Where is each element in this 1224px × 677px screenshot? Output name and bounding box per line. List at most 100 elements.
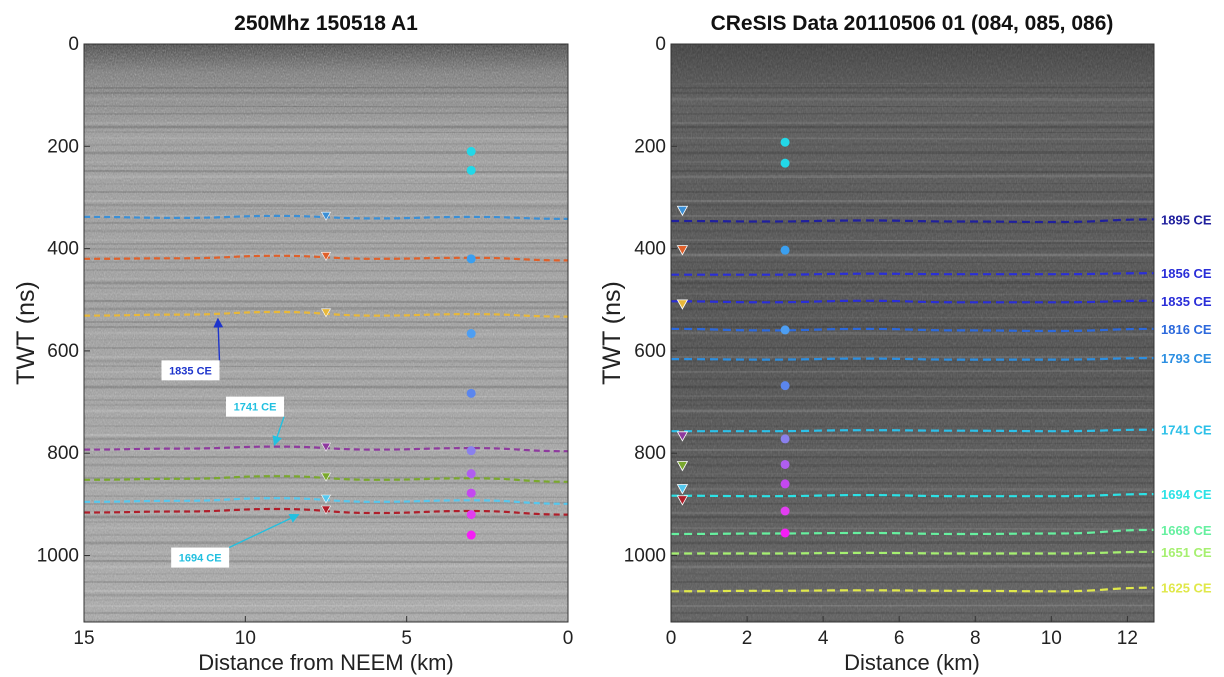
layer-stripe: [84, 346, 568, 349]
layer-stripe: [671, 169, 1154, 174]
horizon-line: [671, 493, 1154, 498]
layer-stripe: [671, 280, 1154, 285]
left-title: 250Mhz 150518 A1: [234, 12, 418, 35]
y-tick-label: 1000: [624, 546, 666, 567]
data-point: [780, 479, 790, 489]
layer-stripe: [671, 97, 1154, 101]
layer-stripe: [671, 527, 1154, 531]
layer-stripe: [84, 598, 568, 601]
left-axes-frame: [83, 43, 569, 623]
x-tick-label: 10: [1041, 628, 1062, 649]
layer-stripe: [84, 121, 568, 125]
layer-stripe: [671, 436, 1154, 441]
horizon-line: [671, 357, 1154, 361]
layer-stripe: [671, 572, 1154, 575]
layer-stripe: [84, 276, 568, 281]
depth-marker: [676, 245, 689, 256]
layer-stripe: [84, 203, 568, 208]
layer-stripe: [671, 365, 1154, 368]
layer-stripe: [671, 214, 1154, 217]
data-point: [780, 434, 790, 444]
layer-stripe: [84, 229, 568, 234]
x-tick-label: 5: [401, 628, 412, 649]
layer-stripe: [671, 433, 1154, 438]
horizon-line: [671, 327, 1154, 333]
horizon-label: 1668 CE: [1161, 523, 1212, 538]
horizon-marker: [320, 251, 332, 261]
data-point: [466, 510, 476, 520]
y-tick-label: 400: [634, 239, 666, 260]
y-tick-label: 0: [68, 34, 79, 55]
horizon-label: 1651 CE: [1161, 545, 1212, 560]
layer-stripe: [671, 399, 1154, 403]
depth-marker: [676, 299, 689, 310]
y-tick-label: 600: [47, 341, 79, 362]
depth-marker: [676, 431, 689, 442]
data-point: [466, 446, 476, 456]
data-point: [466, 469, 476, 479]
data-point: [466, 329, 476, 339]
layer-stripe: [671, 395, 1154, 398]
layer-stripe: [84, 377, 568, 381]
layer-stripe: [84, 242, 568, 245]
layer-stripe: [84, 559, 568, 564]
right-title: CReSIS Data 20110506 01 (084, 085, 086): [711, 12, 1114, 35]
layer-stripe: [84, 182, 568, 185]
layer-stripe: [671, 261, 1154, 264]
layer-stripe: [84, 436, 568, 441]
x-tick-label: 15: [73, 628, 94, 649]
layer-stripe: [84, 425, 568, 428]
layer-stripe: [84, 455, 568, 459]
layer-stripe: [84, 82, 568, 85]
layer-stripe: [84, 137, 568, 140]
layer-stripe: [671, 306, 1154, 311]
annotation-arrow: [228, 513, 300, 549]
layer-stripe: [671, 293, 1154, 296]
layer-stripe: [84, 399, 568, 403]
layer-stripe: [671, 242, 1154, 245]
layer-stripe: [84, 402, 568, 407]
layer-stripe: [671, 377, 1154, 381]
y-tick-label: 800: [47, 443, 79, 464]
annotation-box: [226, 396, 285, 417]
horizon-line: [671, 528, 1154, 536]
layer-stripe: [84, 589, 568, 593]
layer-stripe: [671, 559, 1154, 564]
layer-stripe: [671, 463, 1154, 468]
layer-stripe: [84, 555, 568, 558]
data-point: [780, 459, 790, 469]
x-tick-label: 0: [666, 628, 677, 649]
left-radargram-noise: [84, 44, 568, 622]
horizon-label: 1856 CE: [1161, 266, 1212, 281]
layer-stripe: [671, 112, 1154, 115]
layer-stripe: [671, 476, 1154, 479]
left-layer-stripes: [84, 82, 568, 622]
right-points: [780, 137, 790, 538]
layer-stripe: [671, 455, 1154, 459]
layer-stripe: [84, 306, 568, 311]
data-point: [780, 506, 790, 516]
layer-stripe: [84, 541, 568, 545]
right-x-ticks: 0 2 4 6 8 10 12: [666, 616, 1138, 649]
layer-stripe: [671, 269, 1154, 273]
layer-stripe: [671, 229, 1154, 234]
layer-stripe: [84, 487, 568, 492]
horizon-marker: [320, 308, 332, 318]
layer-stripe: [671, 142, 1154, 147]
right-x-label: Distance (km): [844, 650, 980, 675]
right-panel: CReSIS Data 20110506 01 (084, 085, 086) …: [598, 12, 1212, 675]
horizon-marker: [320, 494, 332, 504]
annotation-arrow: [272, 416, 285, 446]
x-tick-label: 6: [894, 628, 905, 649]
layer-stripe: [84, 97, 568, 101]
layer-stripe: [671, 598, 1154, 601]
data-point: [466, 165, 476, 175]
horizon-marker: [320, 505, 332, 515]
layer-stripe: [84, 247, 568, 251]
layer-stripe: [84, 564, 568, 569]
layer-stripe: [671, 593, 1154, 598]
layer-stripe: [671, 131, 1154, 134]
data-point: [466, 488, 476, 498]
left-annotations: 1835 CE 1741 CE 1694 CE: [161, 317, 300, 568]
annotation-label: 1741 CE: [234, 402, 277, 414]
